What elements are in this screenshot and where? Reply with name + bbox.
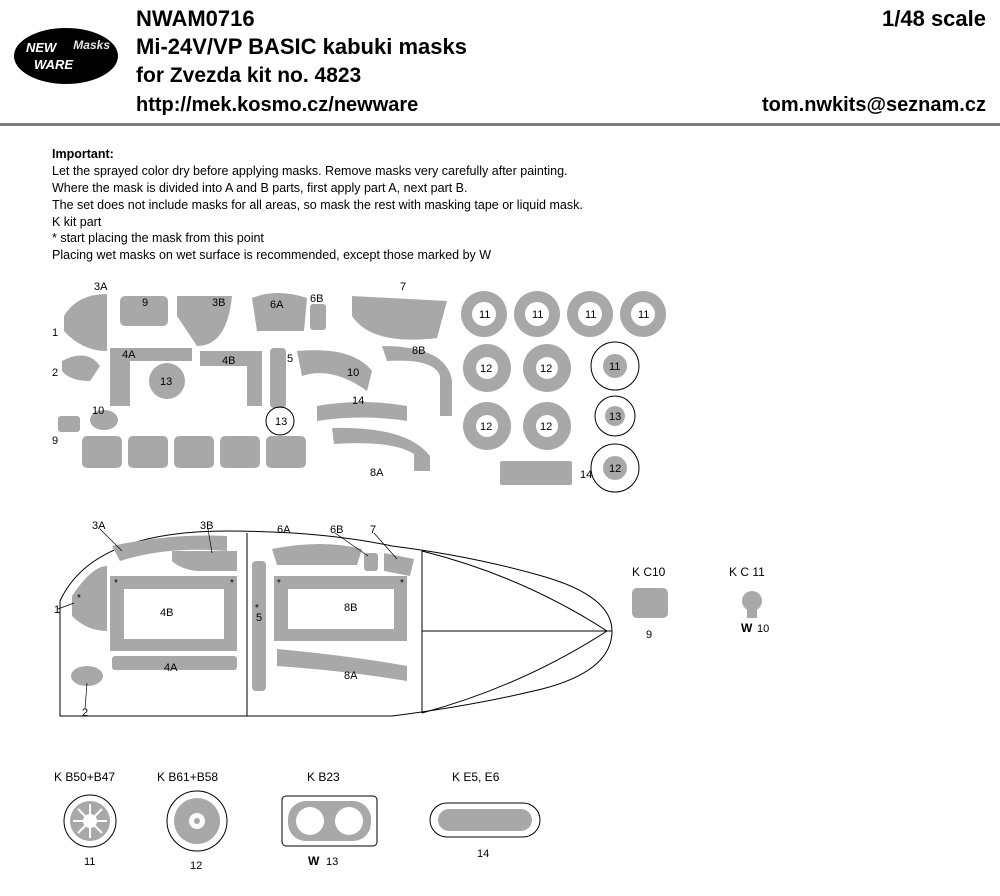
svg-text:12: 12 <box>190 860 202 872</box>
svg-text:*: * <box>230 578 234 589</box>
svg-text:12: 12 <box>480 421 492 433</box>
svg-text:1: 1 <box>52 327 58 339</box>
svg-text:9: 9 <box>52 435 58 447</box>
svg-text:13: 13 <box>609 411 621 423</box>
important-line6: Placing wet masks on wet surface is reco… <box>52 248 491 262</box>
svg-text:K B61+B58: K B61+B58 <box>157 770 218 784</box>
diagram-area: 3A 9 3B 6A 6B 7 11 11 11 11 1 2 4A 13 4B 5… <box>52 276 952 896</box>
svg-text:7: 7 <box>400 281 406 293</box>
svg-text:3B: 3B <box>200 520 213 532</box>
svg-text:11: 11 <box>609 361 620 373</box>
svg-text:4A: 4A <box>164 662 178 674</box>
svg-text:*: * <box>277 578 281 589</box>
diagrams-svg: 3A 9 3B 6A 6B 7 11 11 11 11 1 2 4A 13 4B 5… <box>52 276 952 896</box>
scale: 1/48 scale <box>882 6 986 32</box>
svg-text:K B23: K B23 <box>307 770 340 784</box>
svg-text:10: 10 <box>347 367 359 379</box>
subtitle: for Zvezda kit no. 4823 <box>136 64 418 88</box>
svg-text:K C 11: K C 11 <box>729 565 765 579</box>
svg-text:*: * <box>114 578 118 589</box>
important-label: Important: <box>52 147 114 161</box>
svg-text:5: 5 <box>287 353 293 365</box>
important-block: Important: Let the sprayed color dry bef… <box>52 146 948 264</box>
svg-text:K E5, E6: K E5, E6 <box>452 770 500 784</box>
svg-text:10: 10 <box>757 623 769 635</box>
svg-text:4A: 4A <box>122 349 136 361</box>
svg-text:3A: 3A <box>94 281 108 293</box>
svg-text:11: 11 <box>532 309 543 321</box>
svg-text:3A: 3A <box>92 520 106 532</box>
svg-text:12: 12 <box>480 363 492 375</box>
svg-text:1: 1 <box>54 604 60 616</box>
important-line2: Where the mask is divided into A and B p… <box>52 181 468 195</box>
svg-text:13: 13 <box>160 376 172 388</box>
svg-text:*: * <box>77 593 81 604</box>
svg-text:12: 12 <box>540 421 552 433</box>
svg-text:4B: 4B <box>222 355 235 367</box>
email: tom.nwkits@seznam.cz <box>762 94 986 117</box>
svg-text:K B50+B47: K B50+B47 <box>54 770 115 784</box>
svg-text:9: 9 <box>142 297 148 309</box>
svg-text:K C10: K C10 <box>632 565 666 579</box>
logo-ware: WARE <box>34 57 73 72</box>
svg-text:6A: 6A <box>270 299 284 311</box>
important-line1: Let the sprayed color dry before applyin… <box>52 164 568 178</box>
important-line4: K kit part <box>52 215 101 229</box>
svg-text:11: 11 <box>84 856 95 868</box>
svg-text:8A: 8A <box>344 670 358 682</box>
svg-text:12: 12 <box>540 363 552 375</box>
svg-text:6A: 6A <box>277 524 291 536</box>
svg-text:4B: 4B <box>160 607 173 619</box>
svg-text:3B: 3B <box>212 297 225 309</box>
logo-new: NEW <box>26 40 56 55</box>
svg-text:11: 11 <box>585 309 596 321</box>
svg-text:9: 9 <box>646 629 652 641</box>
title: Mi-24V/VP BASIC kabuki masks <box>136 34 986 60</box>
important-line5: * start placing the mask from this point <box>52 231 264 245</box>
header-text: NWAM0716 1/48 scale Mi-24V/VP BASIC kabu… <box>136 6 986 117</box>
brand-logo: NEW Masks WARE <box>14 28 118 84</box>
svg-text:10: 10 <box>92 405 104 417</box>
important-line3: The set does not include masks for all a… <box>52 198 583 212</box>
svg-text:14: 14 <box>352 395 364 407</box>
svg-text:13: 13 <box>275 416 287 428</box>
svg-text:6B: 6B <box>310 293 323 305</box>
svg-text:W: W <box>308 854 320 868</box>
svg-text:12: 12 <box>609 463 621 475</box>
content: Important: Let the sprayed color dry bef… <box>0 126 1000 896</box>
svg-text:14: 14 <box>477 848 489 860</box>
svg-text:W: W <box>741 621 753 635</box>
svg-text:11: 11 <box>638 309 649 321</box>
svg-text:2: 2 <box>52 367 58 379</box>
header: NEW Masks WARE NWAM0716 1/48 scale Mi-24… <box>0 0 1000 126</box>
url: http://mek.kosmo.cz/newware <box>136 94 418 117</box>
logo-masks: Masks <box>73 38 110 52</box>
svg-text:14: 14 <box>580 469 592 481</box>
svg-text:8A: 8A <box>370 467 384 479</box>
svg-text:5: 5 <box>256 612 262 624</box>
sku: NWAM0716 <box>136 6 255 32</box>
svg-text:11: 11 <box>479 309 490 321</box>
svg-text:13: 13 <box>326 856 338 868</box>
svg-text:8B: 8B <box>412 345 425 357</box>
svg-text:*: * <box>400 578 404 589</box>
svg-text:8B: 8B <box>344 602 357 614</box>
